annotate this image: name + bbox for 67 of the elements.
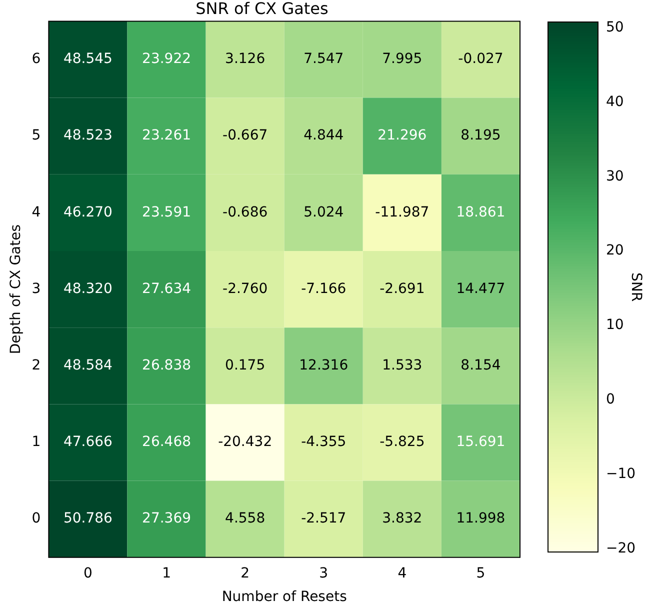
data-label: 8.154 <box>460 358 501 374</box>
color-bar-title: SNR <box>628 272 644 302</box>
y-tick-label: 1 <box>32 434 41 450</box>
color-bar-label: 10 <box>606 317 624 334</box>
x-tick-label: 0 <box>84 565 92 582</box>
data-label: -2.691 <box>380 280 425 297</box>
data-label: 26.468 <box>142 434 192 450</box>
data-label: 5.024 <box>304 204 344 220</box>
data-label: -11.987 <box>375 204 430 220</box>
data-label: 7.995 <box>382 51 422 68</box>
color-bar-label: 20 <box>606 242 624 259</box>
color-bar-label: 0 <box>606 392 615 408</box>
data-label: -0.686 <box>222 204 268 220</box>
data-label: 12.316 <box>299 358 348 374</box>
data-label: 48.584 <box>63 358 113 374</box>
data-label: -0.027 <box>458 51 504 68</box>
y-tick-label: 2 <box>32 358 41 374</box>
data-label: 27.369 <box>142 510 192 527</box>
chart-title: SNR of CX Gates <box>196 0 328 18</box>
data-label: 7.547 <box>304 51 344 68</box>
color-bar-label: 30 <box>606 168 624 184</box>
data-label: 46.270 <box>63 204 112 220</box>
data-label: 50.786 <box>63 510 113 527</box>
y-axis-title: Depth of CX Gates <box>8 224 24 354</box>
x-axis-title: Number of Resets <box>222 589 347 606</box>
x-tick-label: 1 <box>162 565 171 582</box>
data-label: 21.296 <box>378 128 427 144</box>
data-label: 23.922 <box>142 51 192 68</box>
y-tick-label: 6 <box>32 51 41 68</box>
data-label: 48.320 <box>63 280 112 297</box>
data-label: 8.195 <box>460 128 501 144</box>
y-tick-label: 0 <box>32 510 41 527</box>
y-tick-label: 4 <box>32 204 41 220</box>
data-label: 11.998 <box>456 510 506 527</box>
color-bar-label: 40 <box>606 94 624 110</box>
data-label: 4.558 <box>225 510 266 527</box>
data-label: 26.838 <box>142 358 192 374</box>
data-label: 15.691 <box>456 434 506 450</box>
data-label: 3.126 <box>225 51 266 68</box>
data-label: 27.634 <box>142 280 192 297</box>
data-label: 47.666 <box>63 434 113 450</box>
data-label: -2.517 <box>301 510 346 527</box>
data-label: 48.545 <box>63 51 112 68</box>
data-label: 18.861 <box>456 204 506 220</box>
color-bar-label: 50 <box>606 19 624 36</box>
x-tick-label: 5 <box>476 565 486 582</box>
x-tick-label: 4 <box>398 565 407 582</box>
data-label: 1.533 <box>382 358 422 374</box>
color-bar-label: −20 <box>606 540 636 556</box>
data-label: -2.760 <box>222 280 268 297</box>
data-label: -0.667 <box>222 128 268 144</box>
data-label: -4.355 <box>301 434 346 450</box>
data-label: 14.477 <box>456 280 506 297</box>
y-tick-label: 3 <box>32 280 41 297</box>
data-label: -7.166 <box>301 280 346 297</box>
data-label: 23.261 <box>142 128 192 144</box>
data-label: -20.432 <box>218 434 272 450</box>
data-label: 23.591 <box>142 204 192 220</box>
data-label: 3.832 <box>382 510 422 527</box>
data-label: -5.825 <box>380 434 425 450</box>
x-tick-label: 2 <box>240 565 250 582</box>
color-bar-label: −10 <box>606 466 636 482</box>
data-label: 48.523 <box>63 128 112 144</box>
data-label: 4.844 <box>304 128 344 144</box>
y-tick-label: 5 <box>32 128 41 144</box>
data-label: 0.175 <box>225 358 266 374</box>
x-tick-label: 3 <box>319 565 328 582</box>
